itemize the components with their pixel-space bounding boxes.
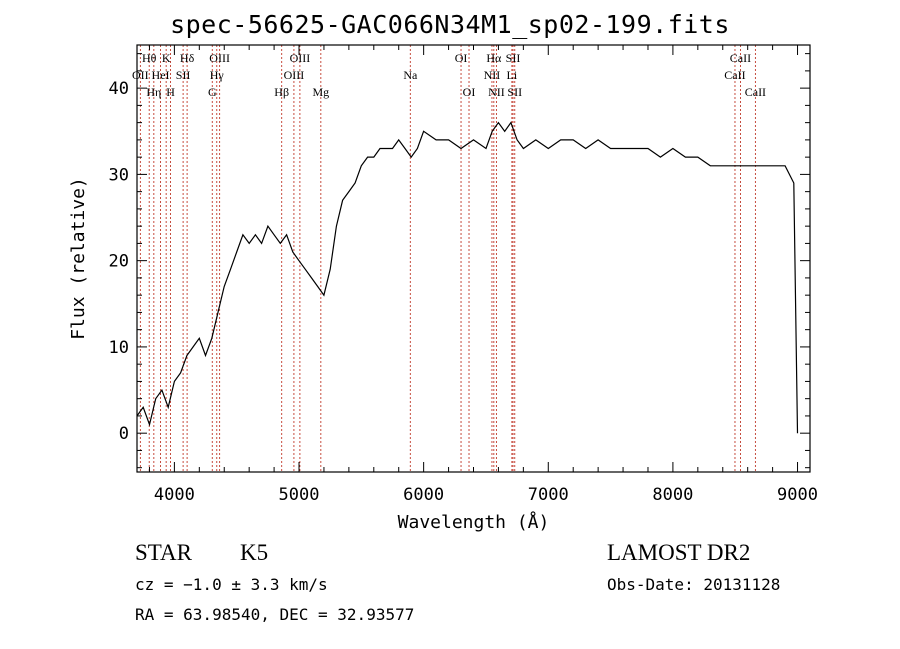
line-marker-label: Li	[507, 68, 518, 82]
line-marker-label: CaII	[730, 51, 751, 65]
x-tick-label: 7000	[528, 485, 569, 505]
line-marker-label: OI	[463, 85, 476, 99]
line-marker-label: Hα	[486, 51, 502, 65]
subclass-label: K5	[240, 540, 269, 565]
line-marker-label: G	[208, 85, 217, 99]
obs-date-text: Obs-Date: 20131128	[607, 575, 781, 594]
line-marker-label: Hθ	[142, 51, 157, 65]
spectral-line-labels: Hθ K Hδ OIII OIII OI Hα SII CaII OII HeI SII Hγ OIII N…	[132, 51, 766, 99]
line-marker-label: OI	[455, 51, 468, 65]
chart-title: spec-56625-GAC066N34M1_sp02-199.fits	[170, 10, 730, 39]
x-tick-label: 9000	[777, 485, 818, 505]
x-axis-ticks: 4000 5000 6000 7000 8000 9000	[148, 45, 818, 505]
survey-label: LAMOST DR2	[607, 540, 751, 565]
y-tick-label: 30	[109, 165, 129, 185]
y-axis-ticks: 0 10 20 30 40	[109, 53, 810, 469]
line-marker-label: SII	[506, 51, 521, 65]
y-tick-label: 40	[109, 79, 129, 99]
line-marker-label: Hη	[146, 85, 161, 99]
line-marker-label: NII	[488, 85, 505, 99]
y-tick-label: 0	[119, 424, 129, 444]
y-tick-label: 10	[109, 338, 129, 358]
class-label: STAR	[135, 540, 192, 565]
coordinates-text: RA = 63.98540, DEC = 32.93577	[135, 605, 415, 624]
line-marker-label: HeI	[152, 68, 170, 82]
redshift-text: cz = −1.0 ± 3.3 km/s	[135, 575, 328, 594]
line-marker-label: OIII	[290, 51, 311, 65]
x-tick-label: 5000	[279, 485, 320, 505]
line-marker-label: OIII	[284, 68, 305, 82]
line-marker-label: OIII	[209, 51, 230, 65]
x-tick-label: 4000	[154, 485, 195, 505]
line-marker-label: H	[166, 85, 175, 99]
y-tick-label: 20	[109, 252, 129, 272]
spectral-line-markers	[139, 45, 756, 472]
line-marker-label: Hβ	[274, 85, 289, 99]
x-axis-label: Wavelength (Å)	[398, 511, 550, 533]
spectrum-series	[136, 121, 799, 434]
line-marker-label: Na	[403, 68, 418, 82]
y-axis-label: Flux (relative)	[68, 177, 89, 340]
line-marker-label: NII	[484, 68, 501, 82]
line-marker-label: CaII	[724, 68, 745, 82]
line-marker-label: Hγ	[210, 68, 225, 82]
line-marker-label: OII	[132, 68, 149, 82]
x-tick-label: 6000	[403, 485, 444, 505]
x-tick-label: 8000	[652, 485, 693, 505]
line-marker-label: SII	[507, 85, 522, 99]
line-marker-label: Mg	[312, 85, 329, 99]
line-marker-label: Hδ	[180, 51, 195, 65]
plot-frame	[136, 44, 811, 473]
line-marker-label: K	[162, 51, 171, 65]
line-marker-label: SII	[176, 68, 191, 82]
line-marker-label: CaII	[745, 85, 766, 99]
